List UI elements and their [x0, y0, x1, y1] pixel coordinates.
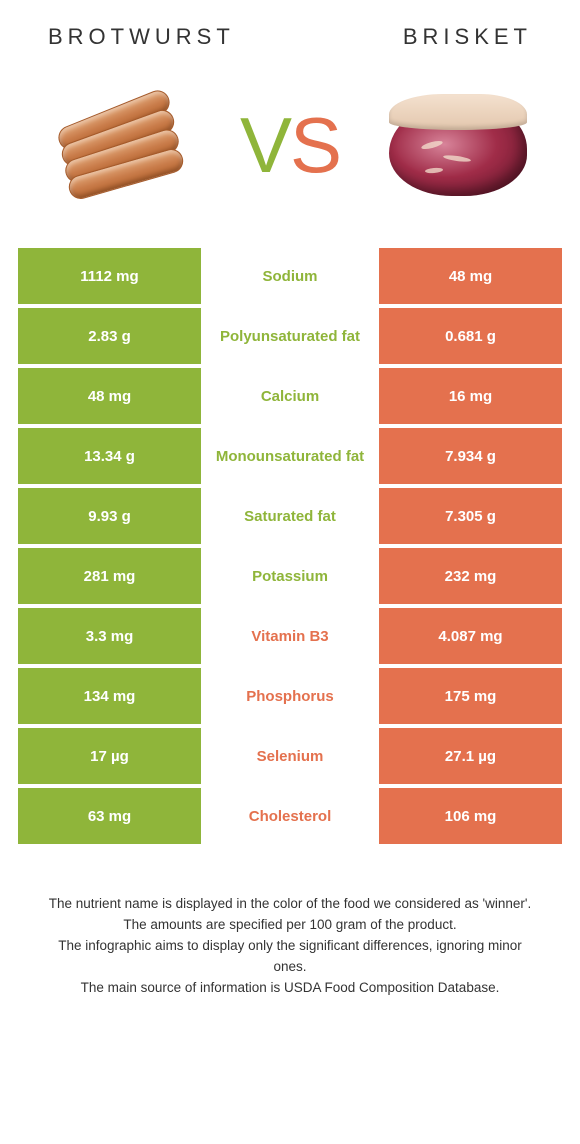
right-value: 4.087 mg	[379, 608, 562, 664]
footer-line: The main source of information is USDA F…	[40, 978, 540, 999]
title-row: BROTWURST BRISKET	[18, 20, 562, 58]
table-row: 17 µgSelenium27.1 µg	[18, 728, 562, 784]
table-row: 48 mgCalcium16 mg	[18, 368, 562, 424]
nutrient-name: Potassium	[201, 548, 379, 604]
right-value: 106 mg	[379, 788, 562, 844]
vs-label: VS	[240, 106, 340, 184]
nutrient-name: Phosphorus	[201, 668, 379, 724]
right-value: 48 mg	[379, 248, 562, 304]
table-row: 1112 mgSodium48 mg	[18, 248, 562, 304]
nutrient-name: Calcium	[201, 368, 379, 424]
nutrient-name: Saturated fat	[201, 488, 379, 544]
right-value: 7.305 g	[379, 488, 562, 544]
table-row: 9.93 gSaturated fat7.305 g	[18, 488, 562, 544]
left-value: 1112 mg	[18, 248, 201, 304]
footer-line: The amounts are specified per 100 gram o…	[40, 915, 540, 936]
nutrient-name: Cholesterol	[201, 788, 379, 844]
footer-line: The nutrient name is displayed in the co…	[40, 894, 540, 915]
left-value: 281 mg	[18, 548, 201, 604]
nutrient-name: Selenium	[201, 728, 379, 784]
left-food-title: BROTWURST	[48, 24, 235, 50]
left-value: 9.93 g	[18, 488, 201, 544]
nutrient-name: Monounsaturated fat	[201, 428, 379, 484]
sausage-icon	[53, 100, 193, 190]
vs-s: S	[290, 101, 340, 189]
right-value: 0.681 g	[379, 308, 562, 364]
left-food-image	[48, 80, 198, 210]
left-value: 48 mg	[18, 368, 201, 424]
nutrient-name: Vitamin B3	[201, 608, 379, 664]
left-value: 2.83 g	[18, 308, 201, 364]
brisket-icon	[385, 90, 530, 200]
hero-row: VS	[18, 58, 562, 248]
right-value: 27.1 µg	[379, 728, 562, 784]
footer-notes: The nutrient name is displayed in the co…	[18, 848, 562, 999]
nutrient-table: 1112 mgSodium48 mg2.83 gPolyunsaturated …	[18, 248, 562, 844]
table-row: 134 mgPhosphorus175 mg	[18, 668, 562, 724]
right-value: 175 mg	[379, 668, 562, 724]
left-value: 3.3 mg	[18, 608, 201, 664]
table-row: 2.83 gPolyunsaturated fat0.681 g	[18, 308, 562, 364]
table-row: 13.34 gMonounsaturated fat7.934 g	[18, 428, 562, 484]
nutrient-name: Polyunsaturated fat	[201, 308, 379, 364]
right-value: 7.934 g	[379, 428, 562, 484]
footer-line: The infographic aims to display only the…	[40, 936, 540, 978]
right-food-image	[382, 80, 532, 210]
vs-v: V	[240, 101, 290, 189]
table-row: 3.3 mgVitamin B34.087 mg	[18, 608, 562, 664]
right-value: 16 mg	[379, 368, 562, 424]
table-row: 281 mgPotassium232 mg	[18, 548, 562, 604]
left-value: 134 mg	[18, 668, 201, 724]
nutrient-name: Sodium	[201, 248, 379, 304]
left-value: 17 µg	[18, 728, 201, 784]
table-row: 63 mgCholesterol106 mg	[18, 788, 562, 844]
left-value: 13.34 g	[18, 428, 201, 484]
left-value: 63 mg	[18, 788, 201, 844]
right-food-title: BRISKET	[403, 24, 532, 50]
right-value: 232 mg	[379, 548, 562, 604]
infographic-root: BROTWURST BRISKET VS 1112 mgSodium48 m	[0, 0, 580, 999]
